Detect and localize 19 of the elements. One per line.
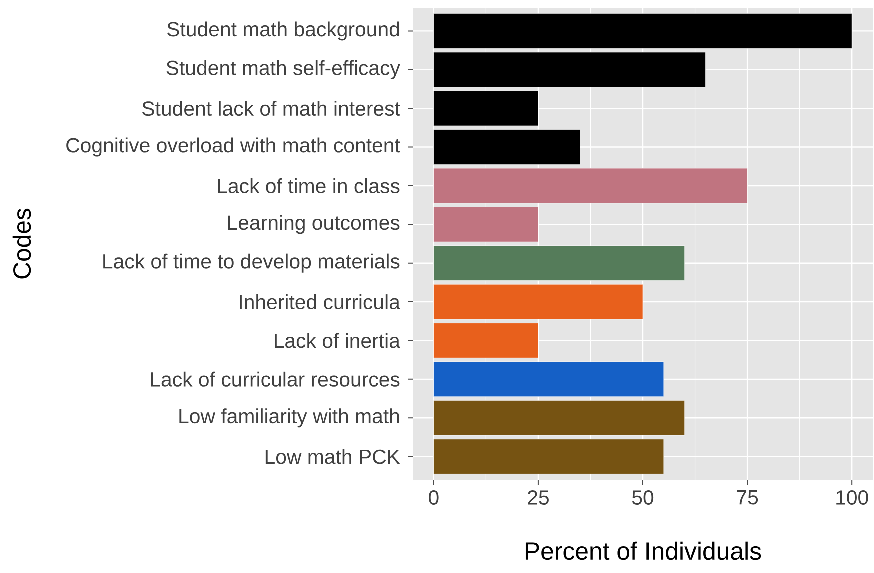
y-tick-label: Lack of inertia [275, 333, 400, 348]
y-tick-label: Inherited curricula [240, 294, 400, 310]
y-tick-label: Cognitive overload with math content [66, 138, 400, 157]
y-tick-label: Learning outcomes [228, 215, 400, 234]
x-axis-title: Percent of Individuals [526, 542, 762, 560]
y-tick-label: Student lack of math interest [142, 101, 400, 116]
y-axis-title: Codes [12, 208, 32, 279]
x-tick-label: 0 [429, 490, 439, 505]
x-tick-label: 100 [836, 490, 868, 505]
x-tick-label: 25 [528, 490, 549, 505]
y-tick-label: Low math PCK [266, 449, 400, 464]
y-tick-label: Student math self-efficacy [166, 60, 400, 80]
y-tick-label: Low familiarity with math [180, 408, 400, 428]
y-tick-label: Lack of curricular resources [151, 372, 400, 387]
x-tick-label: 50 [632, 490, 654, 505]
x-tick-label: 75 [737, 490, 758, 505]
y-tick-label: Student math background [168, 22, 400, 41]
y-tick-label: Lack of time in class [218, 178, 400, 194]
y-tick-label: Lack of time to develop materials [104, 254, 400, 273]
